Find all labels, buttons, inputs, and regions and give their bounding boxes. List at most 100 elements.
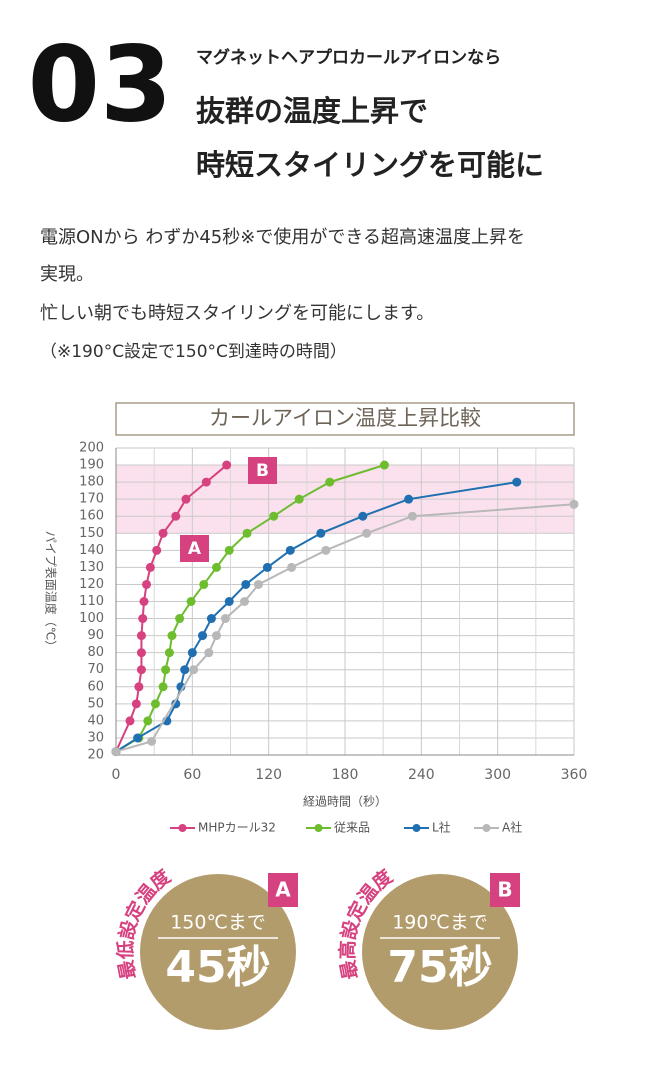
data-point [241,579,251,589]
y-tick-label: 80 [87,645,104,660]
data-point [147,736,157,746]
data-point [158,528,168,538]
data-point [253,579,263,589]
badge-time: 75秒 [387,942,492,993]
legend-label: MHPカール32 [198,821,276,835]
data-point [189,665,199,675]
y-tick-label: 70 [87,662,104,677]
body-text: （※190°C設定で150°C到達時の時間） [40,342,347,362]
data-point [285,545,295,555]
data-point [269,511,279,521]
kicker: マグネットヘアプロカールアイロンなら [196,47,501,68]
badge-circle [140,874,296,1030]
legend-swatch [178,824,187,832]
data-point [139,597,149,606]
y-tick-label: 20 [87,748,104,763]
data-point [136,648,146,658]
data-point [316,528,326,538]
y-tick-label: 140 [79,543,104,558]
badge-label: B [497,878,512,902]
y-axis-label: パイプ表面温度（℃） [44,531,59,652]
chart-title: カールアイロン温度上昇比較 [209,406,481,430]
body-text: 実現。 [40,264,94,285]
badge-label-box [490,873,520,907]
y-tick-label: 170 [79,492,104,507]
chart-title-box [115,402,575,436]
data-point [362,528,372,538]
headline: 抜群の温度上昇で [196,94,428,128]
data-point [201,477,211,487]
y-tick-label: 50 [87,696,104,711]
annotation-box [180,535,209,562]
data-point [212,631,222,641]
legend-swatch [412,824,421,832]
data-point [136,665,146,675]
data-point [321,545,331,555]
data-point [224,545,234,555]
data-point [262,562,272,572]
plot: 20 30 40 50 60 70 80 90 100 110 120 130 140 150 160 170… [44,441,588,835]
data-point [287,562,297,572]
data-point [164,648,174,658]
data-point [199,579,209,589]
badge-until: 150℃まで [170,912,266,934]
annotation-label: A [188,539,202,559]
y-tick-label: 160 [79,509,104,524]
x-tick-label: 360 [561,767,588,783]
legend-label: 従来品 [334,821,370,835]
data-point [186,597,196,606]
legend-label: L社 [432,820,451,835]
data-point [152,545,162,555]
y-tick-label: 90 [87,628,104,643]
data-point [212,562,222,572]
data-point [198,631,208,641]
data-point [325,477,335,487]
data-point [379,460,389,470]
annotation-box [248,457,277,484]
data-point [142,579,152,589]
data-point [220,614,230,624]
data-point [175,614,185,624]
data-point [242,528,252,538]
data-point [404,494,414,504]
data-point [136,631,146,641]
x-tick-label: 240 [408,767,435,783]
data-point [181,494,191,504]
x-tick-label: 60 [183,767,201,783]
legend-swatch [482,824,491,832]
x-tick-label: 120 [255,767,282,783]
data-point [158,682,168,692]
data-point [407,511,417,521]
legend-swatch [314,824,323,832]
data-point [180,665,190,675]
y-tick-label: 110 [79,594,104,609]
data-point [161,665,171,675]
data-point [134,682,144,692]
y-tick-label: 130 [79,560,104,575]
data-point [133,733,143,743]
data-point [224,597,234,606]
data-point [206,614,216,624]
section-number: 03 [28,23,173,145]
data-point [171,511,181,521]
y-tick-label: 200 [79,441,104,456]
data-point [239,597,249,606]
y-tick-label: 120 [79,577,104,592]
data-point [150,699,160,709]
x-axis-label: 経過時間（秒） [303,795,387,809]
data-point [187,648,197,658]
y-tick-label: 30 [87,730,104,745]
y-tick-label: 100 [79,611,104,626]
x-tick-label: 300 [484,767,511,783]
y-tick-label: 150 [79,526,104,541]
x-tick-label: 180 [332,767,359,783]
y-tick-label: 40 [87,713,104,728]
data-point [111,747,121,757]
data-point [143,716,153,726]
badge-time: 45秒 [165,942,270,993]
y-tick-label: 180 [79,475,104,490]
body-text: 忙しい朝でも時短スタイリングを可能にします。 [40,303,434,324]
data-point [358,511,368,521]
